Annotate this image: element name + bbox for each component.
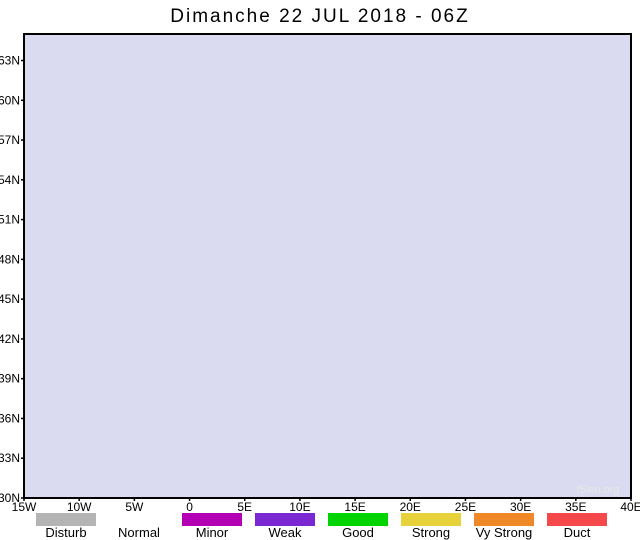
svg-text:42N: 42N bbox=[0, 332, 20, 346]
svg-text:36N: 36N bbox=[0, 411, 20, 425]
svg-text:40E: 40E bbox=[620, 500, 640, 514]
svg-text:Disturb: Disturb bbox=[45, 525, 86, 540]
svg-text:51N: 51N bbox=[0, 213, 20, 227]
svg-text:15W: 15W bbox=[12, 500, 37, 514]
svg-text:Dimanche 22 JUL 2018 - 06Z: Dimanche 22 JUL 2018 - 06Z bbox=[170, 6, 469, 27]
svg-text:10E: 10E bbox=[289, 500, 310, 514]
svg-text:0: 0 bbox=[186, 500, 193, 514]
svg-text:Duct: Duct bbox=[564, 525, 591, 540]
svg-text:Minor: Minor bbox=[196, 525, 229, 540]
svg-text:Good: Good bbox=[342, 525, 374, 540]
svg-text:5W: 5W bbox=[125, 500, 144, 514]
svg-text:20E: 20E bbox=[400, 500, 421, 514]
svg-text:25E: 25E bbox=[455, 500, 476, 514]
svg-text:30N: 30N bbox=[0, 491, 20, 505]
svg-text:35E: 35E bbox=[565, 500, 586, 514]
svg-text:57N: 57N bbox=[0, 133, 20, 147]
svg-text:39N: 39N bbox=[0, 372, 20, 386]
svg-text:10W: 10W bbox=[67, 500, 92, 514]
svg-text:63N: 63N bbox=[0, 54, 20, 68]
svg-text:30E: 30E bbox=[510, 500, 531, 514]
svg-text:54N: 54N bbox=[0, 173, 20, 187]
svg-text:15E: 15E bbox=[344, 500, 365, 514]
svg-text:Weak: Weak bbox=[269, 525, 302, 540]
svg-text:48N: 48N bbox=[0, 252, 20, 266]
svg-text:33N: 33N bbox=[0, 451, 20, 465]
svg-text:5E: 5E bbox=[237, 500, 252, 514]
svg-text:45N: 45N bbox=[0, 292, 20, 306]
svg-text:Strong: Strong bbox=[412, 525, 450, 540]
svg-text:Normal: Normal bbox=[118, 525, 160, 540]
svg-text:60N: 60N bbox=[0, 93, 20, 107]
svg-text:f5len.org: f5len.org bbox=[577, 484, 620, 496]
svg-text:Vy Strong: Vy Strong bbox=[476, 525, 533, 540]
